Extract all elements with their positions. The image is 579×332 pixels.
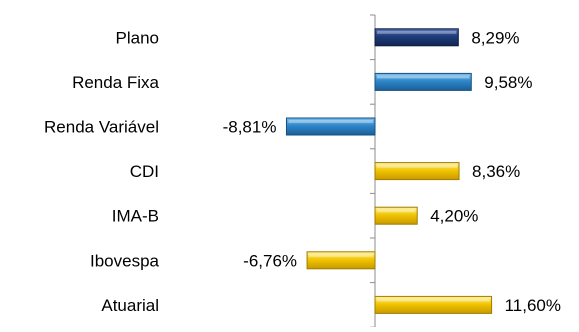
data-label: -8,81% bbox=[223, 118, 277, 137]
category-label: Renda Fixa bbox=[72, 73, 159, 92]
category-label: CDI bbox=[130, 162, 159, 181]
bar-highlight bbox=[377, 30, 457, 34]
bar-highlight bbox=[309, 253, 373, 257]
data-label: 9,58% bbox=[484, 73, 532, 92]
data-label: 8,29% bbox=[471, 28, 519, 47]
category-label: Atuarial bbox=[101, 296, 159, 315]
data-label: 11,60% bbox=[505, 296, 561, 315]
bar-highlight bbox=[377, 298, 490, 302]
category-label: IMA-B bbox=[112, 207, 159, 226]
bar-highlight bbox=[377, 164, 458, 168]
category-label: Renda Variável bbox=[44, 118, 159, 137]
bar-highlight bbox=[377, 75, 470, 79]
bar-highlight bbox=[377, 209, 416, 213]
category-label: Plano bbox=[116, 28, 159, 47]
data-label: -6,76% bbox=[243, 251, 297, 270]
bar-atuarial bbox=[374, 295, 493, 314]
data-label: 8,36% bbox=[472, 162, 520, 181]
data-label: 4,20% bbox=[430, 207, 478, 226]
bar-ima-b bbox=[374, 206, 418, 225]
bar-ibovespa bbox=[306, 251, 376, 270]
bar-plano bbox=[374, 28, 459, 47]
bar-renda-vari-vel bbox=[285, 117, 376, 136]
bar-renda-fixa bbox=[374, 72, 472, 91]
bar-cdi bbox=[374, 162, 460, 181]
category-label: Ibovespa bbox=[90, 251, 160, 270]
bar-highlight bbox=[288, 120, 373, 123]
